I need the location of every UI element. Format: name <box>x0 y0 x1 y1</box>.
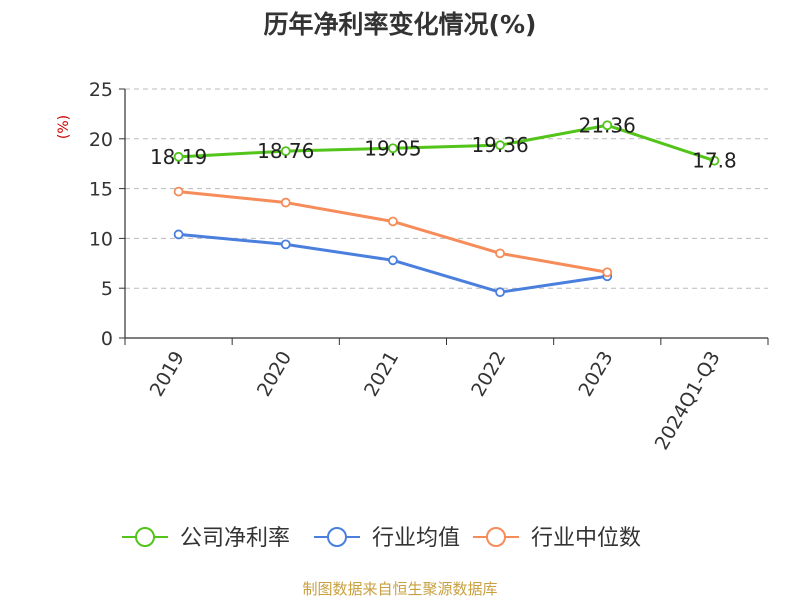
legend-label: 行业中位数 <box>531 526 641 551</box>
chart-title: 历年净利率变化情况(%) <box>264 10 537 39</box>
x-tick-label: 2022 <box>467 348 510 401</box>
data-label: 18.76 <box>257 139 314 163</box>
series-point <box>173 151 184 162</box>
data-label: 19.05 <box>364 136 421 160</box>
series-point <box>280 239 291 250</box>
legend-marker <box>327 527 347 547</box>
x-tick-label: 2023 <box>574 348 617 401</box>
series-point <box>280 146 291 157</box>
series-line <box>178 123 715 163</box>
series-point <box>495 248 505 259</box>
x-tick-label: 2020 <box>253 348 296 401</box>
x-tick-label: 2024Q1-Q3 <box>651 348 725 454</box>
series-point <box>280 197 291 208</box>
x-tick-label: 2021 <box>360 348 403 401</box>
series-point <box>602 120 613 131</box>
legend-item: 公司净利率 <box>122 526 290 551</box>
legend-item: 行业均值 <box>314 526 460 551</box>
legend-item: 行业中位数 <box>473 526 641 551</box>
series-point <box>495 140 505 151</box>
y-tick-label: 20 <box>89 129 113 151</box>
y-tick-label: 25 <box>89 79 113 101</box>
data-label: 21.36 <box>579 113 636 137</box>
axes: 0 5 10 15 20 25 2019 2020 2021 2022 2023 2024Q1-Q3 <box>89 79 769 454</box>
legend-label: 行业均值 <box>372 526 460 551</box>
y-tick-label: 15 <box>89 179 113 201</box>
series-point <box>388 143 398 154</box>
legend: 公司净利率 行业均值 行业中位数 <box>122 526 641 551</box>
series-point <box>388 216 398 227</box>
x-tick-label: 2019 <box>146 348 189 401</box>
series-point <box>173 186 184 197</box>
data-label: 19.36 <box>471 133 528 157</box>
series-point <box>495 287 505 298</box>
series <box>173 120 720 298</box>
legend-marker <box>486 527 506 547</box>
grid-lines <box>125 88 768 289</box>
y-tick-label: 10 <box>89 228 113 250</box>
source-note: 制图数据来自恒生聚源数据库 <box>302 580 497 598</box>
series-point <box>709 155 720 166</box>
data-label: 17.8 <box>692 149 737 173</box>
y-tick-label: 5 <box>101 278 113 300</box>
y-tick-label: 0 <box>101 328 113 350</box>
series-point <box>388 255 398 266</box>
legend-label: 公司净利率 <box>180 526 290 551</box>
series-point <box>173 229 184 240</box>
data-labels: 18.19 18.76 19.05 19.36 21.36 17.8 <box>150 113 737 172</box>
y-axis-label: (%) <box>56 115 72 139</box>
legend-marker <box>135 527 155 547</box>
series-point <box>602 267 613 278</box>
data-label: 18.19 <box>150 145 207 169</box>
